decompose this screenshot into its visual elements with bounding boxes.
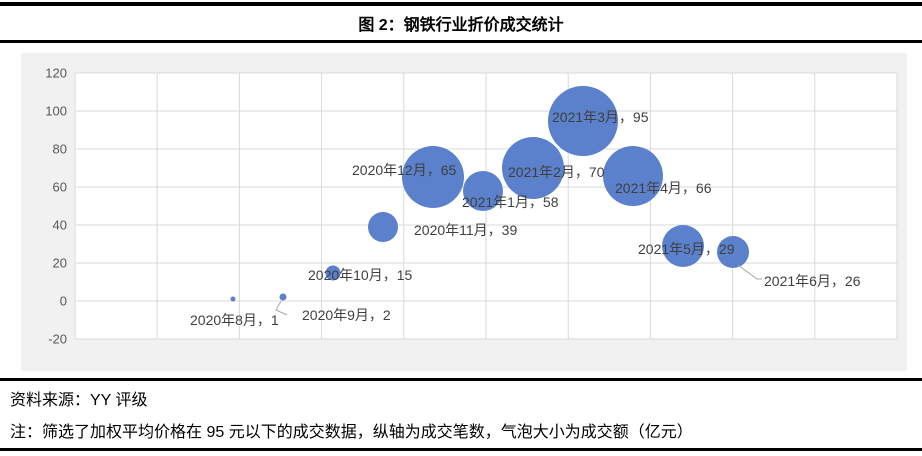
bubble-chart: 120 100 80 60 40 20 0 -20 2020年8月，1 2020年9月，2 2020…	[45, 66, 898, 347]
bubble	[402, 146, 464, 208]
bubble	[463, 171, 503, 211]
bubble	[368, 212, 398, 242]
bubble-label: 2021年3月，95	[552, 109, 649, 125]
bubble	[230, 296, 236, 302]
y-axis-tick: 40	[53, 218, 67, 233]
bubble-label: 2020年11月，39	[414, 222, 517, 238]
bubble-label: 2021年5月，29	[638, 241, 735, 257]
bubble-label: 2020年9月，2	[302, 307, 391, 323]
bottom-rule	[0, 448, 922, 451]
bubble-label: 2021年2月，70	[508, 164, 605, 180]
y-axis-tick: 120	[45, 66, 67, 81]
bubble	[325, 265, 341, 281]
bubble	[502, 137, 564, 199]
bubble-label: 2021年6月，26	[764, 273, 861, 289]
y-axis-tick: 0	[60, 294, 67, 309]
y-axis-tick: 100	[45, 104, 67, 119]
chart-bottom-rule	[0, 378, 922, 381]
y-axis-tick: 20	[53, 256, 67, 271]
bubble	[279, 293, 287, 301]
bubble-chart-area: 120 100 80 60 40 20 0 -20 2020年8月，1 2020年9月，2 2020…	[21, 53, 907, 371]
bubble	[717, 236, 749, 268]
bubble	[548, 86, 618, 156]
bubble	[662, 225, 704, 267]
title-underline-rule	[0, 40, 922, 43]
source-text: 资料来源：YY 评级	[10, 392, 148, 409]
label-leader-line	[275, 300, 288, 316]
figure-title: 图 2：钢铁行业折价成交统计	[358, 17, 564, 34]
y-axis-tick: 80	[53, 142, 67, 157]
bubble-label: 2021年1月，58	[462, 194, 559, 210]
bubble-label: 2020年12月，65	[352, 162, 457, 178]
y-axis-tick: -20	[48, 332, 67, 347]
top-rule	[0, 2, 922, 6]
bubble-label: 2020年10月，15	[308, 267, 413, 283]
note-text: 注：筛选了加权平均价格在 95 元以下的成交数据，纵轴为成交笔数，气泡大小为成交…	[10, 424, 693, 441]
bubble-label: 2020年8月，1	[190, 312, 279, 328]
bubble-label: 2021年4月，66	[615, 180, 712, 196]
label-leader-line	[737, 264, 762, 280]
y-axis-tick: 60	[53, 180, 67, 195]
bubble	[603, 146, 663, 206]
